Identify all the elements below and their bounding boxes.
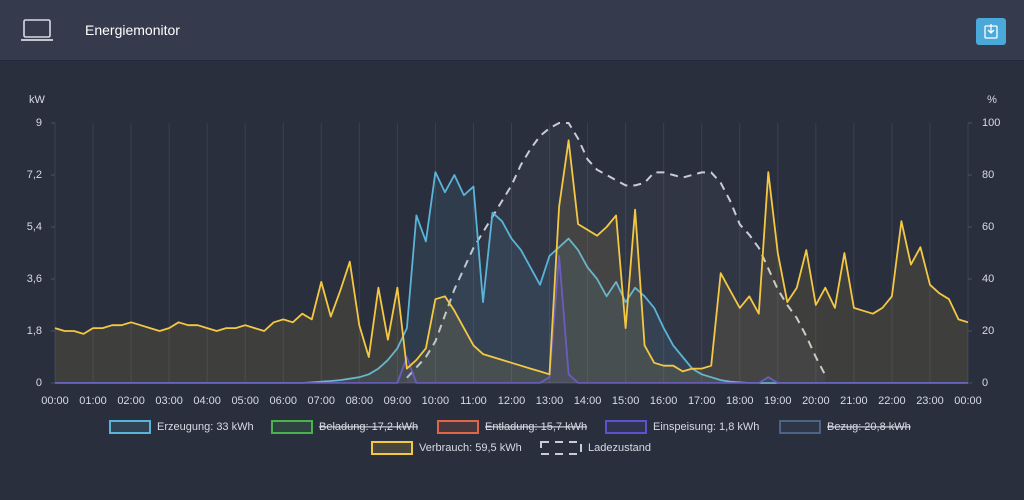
x-tick-label: 15:00 [612,395,640,407]
x-tick-label: 09:00 [384,395,412,407]
x-tick-label: 04:00 [193,395,221,407]
x-tick-label: 00:00 [954,395,982,407]
y2-axis-label: % [987,94,997,106]
y2-tick-label: 100 [982,117,1000,129]
x-tick-label: 17:00 [688,395,716,407]
x-tick-label: 20:00 [802,395,830,407]
widget-title: Energiemonitor [85,22,180,38]
x-tick-label: 00:00 [41,395,69,407]
legend-label[interactable]: Bezug: 20,8 kWh [827,421,911,433]
x-tick-label: 11:00 [460,395,487,407]
area [55,140,968,383]
y-tick-label: 7,2 [27,169,42,181]
legend-swatch[interactable] [605,420,647,434]
x-tick-label: 12:00 [498,395,526,407]
x-tick-label: 23:00 [916,395,944,407]
y-tick-label: 0 [36,377,42,389]
y2-tick-label: 60 [982,221,994,233]
y-tick-label: 5,4 [27,221,42,233]
x-tick-label: 06:00 [269,395,297,407]
y2-tick-label: 20 [982,325,994,337]
legend-swatch[interactable] [109,420,151,434]
legend-label[interactable]: Einspeisung: 1,8 kWh [653,421,759,433]
x-tick-label: 02:00 [117,395,145,407]
area [406,123,826,383]
x-tick-label: 10:00 [422,395,450,407]
y2-tick-label: 40 [982,273,994,285]
x-tick-label: 03:00 [155,395,183,407]
line [406,122,827,379]
x-tick-label: 05:00 [231,395,259,407]
x-tick-label: 22:00 [878,395,906,407]
legend-swatch[interactable] [271,420,313,434]
legend-label[interactable]: Erzeugung: 33 kWh [157,421,254,433]
laptop-icon [21,19,53,41]
y-axis-label: kW [29,94,46,106]
x-tick-label: 18:00 [726,395,754,407]
x-tick-label: 01:00 [79,395,107,407]
legend-label[interactable]: Verbrauch: 59,5 kWh [419,442,522,454]
x-tick-label: 13:00 [536,395,564,407]
x-tick-label: 19:00 [764,395,792,407]
legend-swatch[interactable] [371,441,413,455]
line [54,139,969,376]
legend-swatch[interactable] [437,420,479,434]
header: Energiemonitor [0,0,1024,61]
x-tick-label: 08:00 [346,395,374,407]
x-tick-label: 14:00 [574,395,602,407]
x-tick-label: 16:00 [650,395,678,407]
legend-swatch[interactable] [540,441,582,455]
y-tick-label: 9 [36,117,42,129]
legend-label[interactable]: Ladezustand [588,442,651,454]
download-button[interactable] [976,18,1006,45]
legend-label[interactable]: Beladung: 17,2 kWh [319,421,418,433]
y2-tick-label: 80 [982,169,994,181]
line [55,255,968,384]
legend-swatch[interactable] [779,420,821,434]
x-tick-label: 07:00 [308,395,336,407]
legend-label[interactable]: Entladung: 15,7 kWh [485,421,587,433]
y-tick-label: 3,6 [27,273,42,285]
y-tick-label: 1,8 [27,325,42,337]
x-tick-label: 21:00 [840,395,868,407]
y2-tick-label: 0 [982,377,988,389]
area [55,172,968,383]
